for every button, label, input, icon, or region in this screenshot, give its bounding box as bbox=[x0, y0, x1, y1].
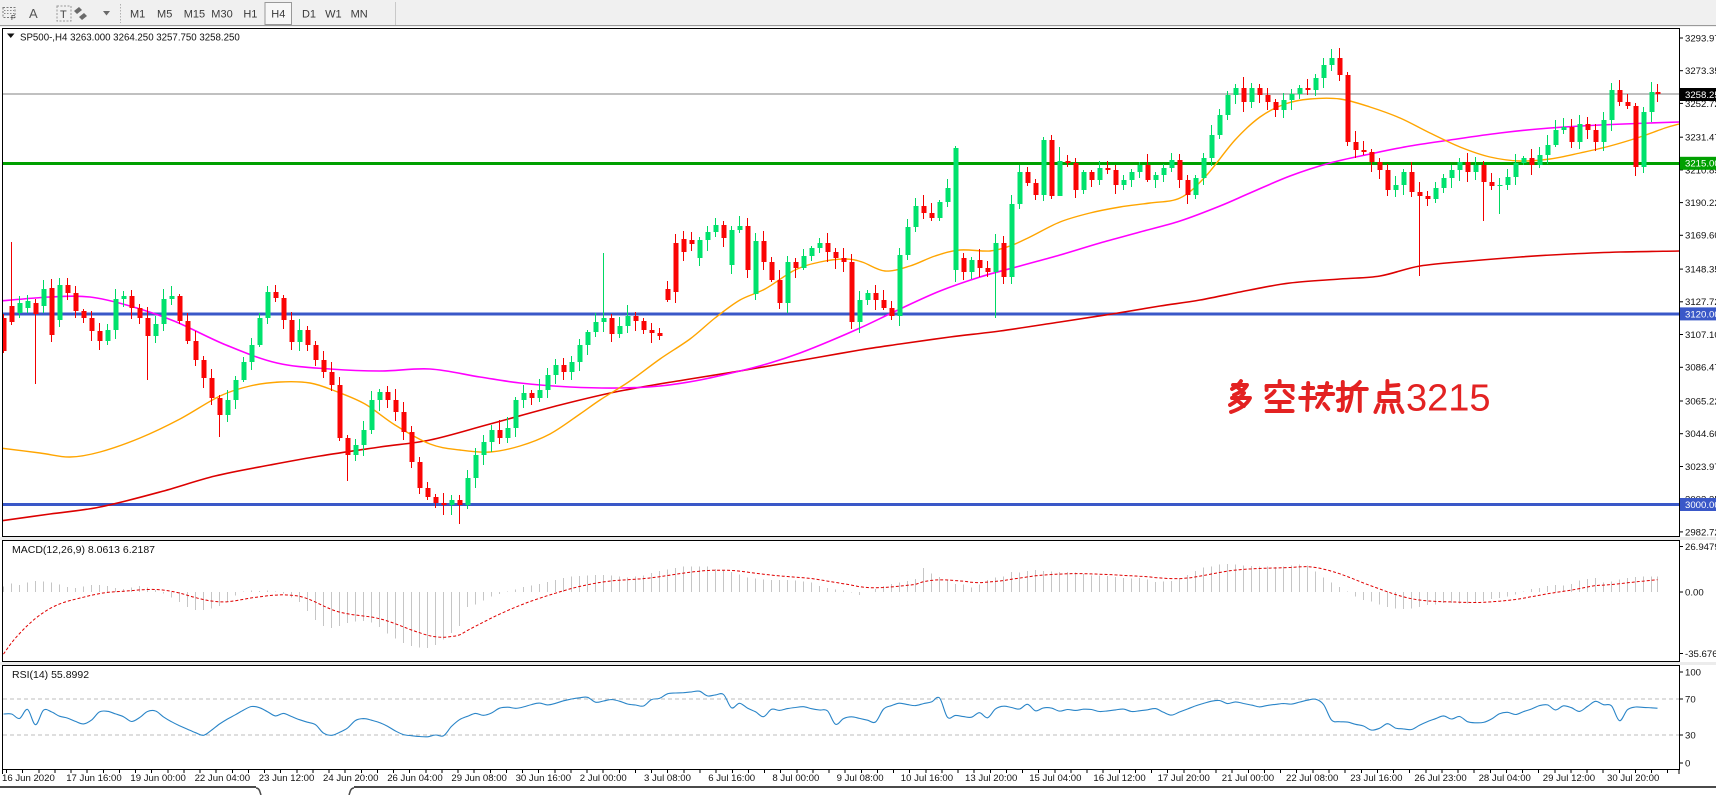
svg-text:21 Jul 00:00: 21 Jul 00:00 bbox=[1222, 773, 1274, 784]
svg-text:3 Jul 08:00: 3 Jul 08:00 bbox=[644, 773, 691, 784]
svg-text:3107.10: 3107.10 bbox=[1685, 330, 1716, 341]
svg-text:8 Jul 00:00: 8 Jul 00:00 bbox=[772, 773, 819, 784]
svg-text:3148.35: 3148.35 bbox=[1685, 265, 1716, 276]
svg-text:3044.60: 3044.60 bbox=[1685, 429, 1716, 440]
svg-text:100: 100 bbox=[1685, 667, 1701, 678]
svg-text:3023.97: 3023.97 bbox=[1685, 462, 1716, 473]
svg-text:3120.00: 3120.00 bbox=[1685, 309, 1716, 320]
svg-text:6 Jul 16:00: 6 Jul 16:00 bbox=[708, 773, 755, 784]
svg-text:3086.47: 3086.47 bbox=[1685, 363, 1716, 374]
svg-text:3190.22: 3190.22 bbox=[1685, 198, 1716, 209]
svg-text:10 Jul 16:00: 10 Jul 16:00 bbox=[901, 773, 953, 784]
svg-text:D1: D1 bbox=[302, 9, 316, 21]
svg-text:-35.6762: -35.6762 bbox=[1685, 649, 1716, 660]
svg-text:15 Jul 04:00: 15 Jul 04:00 bbox=[1029, 773, 1081, 784]
svg-text:3258.25: 3258.25 bbox=[1685, 90, 1716, 101]
svg-text:17 Jul 20:00: 17 Jul 20:00 bbox=[1158, 773, 1210, 784]
svg-text:23 Jun 12:00: 23 Jun 12:00 bbox=[259, 773, 314, 784]
svg-text:MACD(12,26,9) 8.0613 6.2187: MACD(12,26,9) 8.0613 6.2187 bbox=[12, 544, 155, 556]
svg-text:M15: M15 bbox=[184, 9, 205, 21]
svg-text:F: F bbox=[11, 15, 15, 22]
svg-text:3210.85: 3210.85 bbox=[1685, 165, 1716, 176]
svg-text:26 Jun 04:00: 26 Jun 04:00 bbox=[387, 773, 442, 784]
svg-text:30 Jun 16:00: 30 Jun 16:00 bbox=[516, 773, 571, 784]
svg-text:16 Jul 12:00: 16 Jul 12:00 bbox=[1093, 773, 1145, 784]
svg-text:28 Jul 04:00: 28 Jul 04:00 bbox=[1479, 773, 1531, 784]
svg-text:3065.22: 3065.22 bbox=[1685, 396, 1716, 407]
svg-text:70: 70 bbox=[1685, 694, 1696, 705]
svg-text:M30: M30 bbox=[211, 9, 232, 21]
svg-text:17 Jun 16:00: 17 Jun 16:00 bbox=[66, 773, 121, 784]
svg-text:M5: M5 bbox=[157, 9, 172, 21]
svg-text:0: 0 bbox=[1685, 758, 1690, 769]
svg-text:22 Jun 04:00: 22 Jun 04:00 bbox=[195, 773, 250, 784]
svg-text:2982.72: 2982.72 bbox=[1685, 527, 1716, 538]
svg-text:16 Jun 2020: 16 Jun 2020 bbox=[2, 773, 55, 784]
svg-text:H4: H4 bbox=[271, 9, 285, 21]
svg-text:MN: MN bbox=[351, 9, 368, 21]
svg-text:3215: 3215 bbox=[1406, 378, 1491, 420]
svg-text:SP500-,H4 3263.000 3264.250 3: SP500-,H4 3263.000 3264.250 3257.750 325… bbox=[20, 33, 240, 44]
svg-text:9 Jul 08:00: 9 Jul 08:00 bbox=[837, 773, 884, 784]
svg-text:3127.72: 3127.72 bbox=[1685, 297, 1716, 308]
svg-text:19 Jun 00:00: 19 Jun 00:00 bbox=[130, 773, 185, 784]
svg-text:0.00: 0.00 bbox=[1685, 587, 1704, 598]
svg-text:30 Jul 20:00: 30 Jul 20:00 bbox=[1607, 773, 1659, 784]
svg-text:29 Jul 12:00: 29 Jul 12:00 bbox=[1543, 773, 1595, 784]
svg-text:23 Jul 16:00: 23 Jul 16:00 bbox=[1350, 773, 1402, 784]
svg-text:H1: H1 bbox=[243, 9, 257, 21]
svg-text:26 Jul 23:00: 26 Jul 23:00 bbox=[1414, 773, 1466, 784]
svg-text:30: 30 bbox=[1685, 730, 1696, 741]
svg-text:M1: M1 bbox=[130, 9, 145, 21]
svg-text:3273.35: 3273.35 bbox=[1685, 66, 1716, 77]
svg-text:3215.00: 3215.00 bbox=[1685, 159, 1716, 170]
svg-text:22 Jul 08:00: 22 Jul 08:00 bbox=[1286, 773, 1338, 784]
svg-text:3231.47: 3231.47 bbox=[1685, 133, 1716, 144]
svg-text:29 Jun 08:00: 29 Jun 08:00 bbox=[451, 773, 506, 784]
svg-text:24 Jun 20:00: 24 Jun 20:00 bbox=[323, 773, 378, 784]
svg-text:RSI(14) 55.8992: RSI(14) 55.8992 bbox=[12, 669, 89, 681]
svg-text:3169.60: 3169.60 bbox=[1685, 231, 1716, 242]
svg-text:3000.00: 3000.00 bbox=[1685, 500, 1716, 511]
svg-text:3293.97: 3293.97 bbox=[1685, 33, 1716, 44]
svg-text:26.9479: 26.9479 bbox=[1685, 542, 1716, 553]
svg-text:13 Jul 20:00: 13 Jul 20:00 bbox=[965, 773, 1017, 784]
svg-text:A: A bbox=[29, 6, 38, 21]
svg-text:2 Jul 00:00: 2 Jul 00:00 bbox=[580, 773, 627, 784]
svg-text:T: T bbox=[60, 9, 67, 21]
svg-text:3252.72: 3252.72 bbox=[1685, 99, 1716, 110]
svg-text:W1: W1 bbox=[325, 9, 342, 21]
